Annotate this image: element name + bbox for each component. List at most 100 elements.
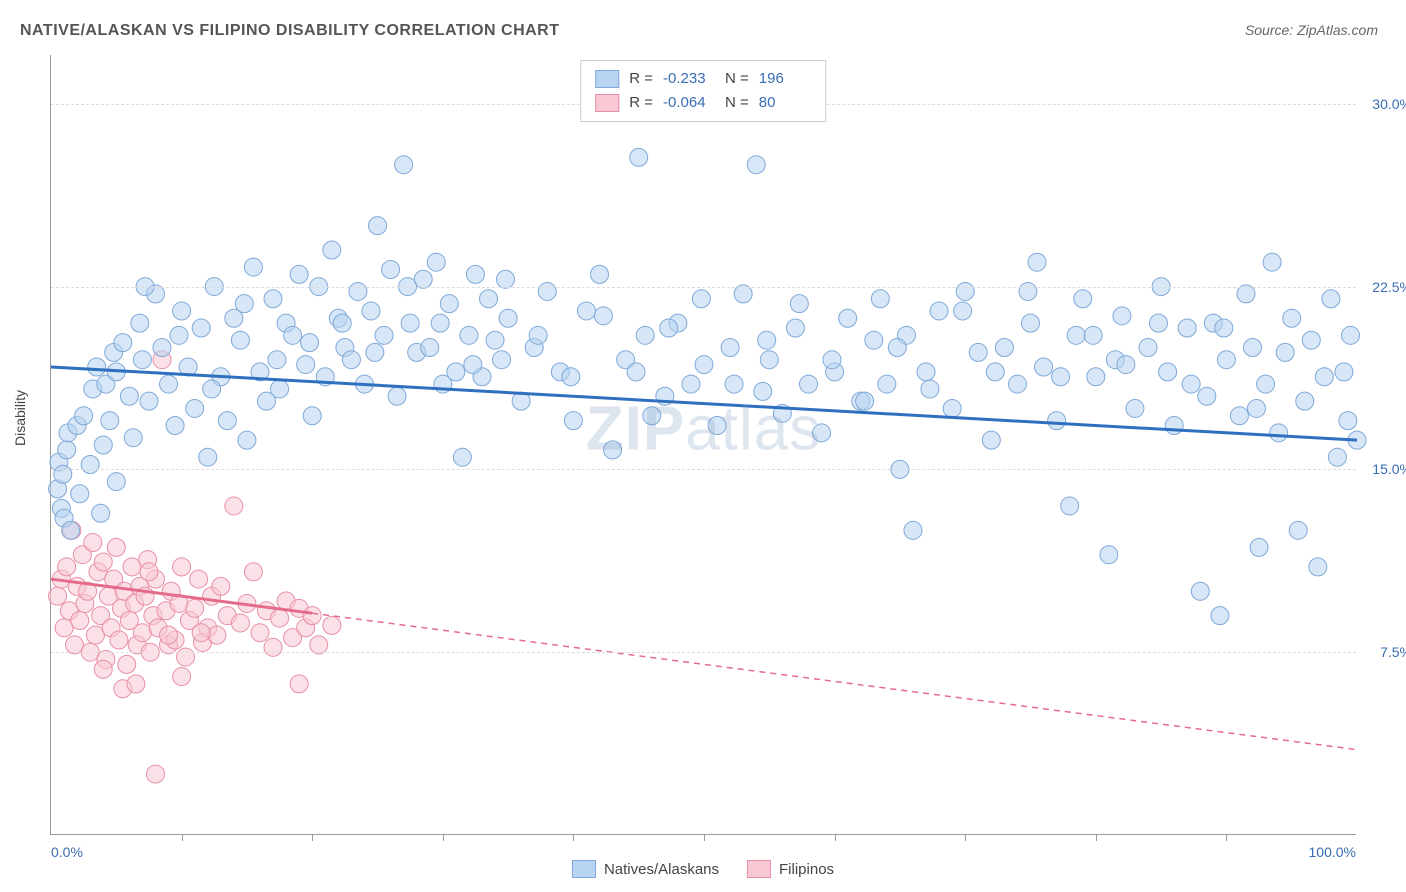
data-point [290,675,308,693]
data-point [1159,363,1177,381]
data-point [71,485,89,503]
data-point [290,265,308,283]
r-value: -0.064 [663,91,715,115]
data-point [303,607,321,625]
gridline [51,469,1356,470]
data-point [1100,546,1118,564]
data-point [1061,497,1079,515]
data-point [177,648,195,666]
data-point [956,282,974,300]
trend-line [312,613,1357,750]
data-point [1052,368,1070,386]
data-point [464,356,482,374]
data-point [251,624,269,642]
data-point [1198,387,1216,405]
gridline [51,287,1356,288]
data-point [1028,253,1046,271]
data-point [1084,326,1102,344]
x-tick [1226,834,1227,841]
data-point [203,380,221,398]
data-point [1035,358,1053,376]
plot-area: ZIPatlas 0.0% 100.0% 7.5%15.0%22.5%30.0% [50,55,1356,835]
data-point [954,302,972,320]
data-point [431,314,449,332]
x-tick [312,834,313,841]
data-point [110,631,128,649]
data-point [591,265,609,283]
data-point [1211,607,1229,625]
data-point [1257,375,1275,393]
data-point [107,473,125,491]
data-point [1276,343,1294,361]
legend-label: Filipinos [779,861,834,878]
correlation-legend: R =-0.233N =196R =-0.064N =80 [580,60,826,122]
r-label: R = [629,67,653,91]
data-point [499,309,517,327]
data-point [146,765,164,783]
data-point [630,148,648,166]
data-point [1067,326,1085,344]
data-point [160,375,178,393]
data-point [871,290,889,308]
data-point [758,331,776,349]
data-point [101,412,119,430]
data-point [62,521,80,539]
data-point [92,504,110,522]
data-point [388,387,406,405]
data-point [1074,290,1092,308]
data-point [362,302,380,320]
source-attribution: Source: ZipAtlas.com [1245,22,1378,38]
data-point [1008,375,1026,393]
data-point [120,387,138,405]
data-point [166,417,184,435]
data-point [192,624,210,642]
data-point [114,334,132,352]
data-point [480,290,498,308]
data-point [173,302,191,320]
y-axis-title: Disability [12,390,28,446]
data-point [170,326,188,344]
data-point [225,497,243,515]
data-point [1263,253,1281,271]
data-point [594,307,612,325]
data-point [529,326,547,344]
data-point [49,587,67,605]
data-point [660,319,678,337]
data-point [131,314,149,332]
x-tick [835,834,836,841]
n-label: N = [725,67,749,91]
data-point [1215,319,1233,337]
y-tick-label: 15.0% [1372,461,1406,477]
data-point [427,253,445,271]
r-value: -0.233 [663,67,715,91]
data-point [708,417,726,435]
data-point [153,339,171,357]
data-point [1328,448,1346,466]
data-point [986,363,1004,381]
data-point [1230,407,1248,425]
legend-item: Natives/Alaskans [572,860,719,878]
data-point [486,331,504,349]
x-axis-min-label: 0.0% [51,844,83,860]
data-point [930,302,948,320]
data-point [212,577,230,595]
data-point [58,558,76,576]
data-point [839,309,857,327]
data-point [297,356,315,374]
data-point [577,302,595,320]
n-label: N = [725,91,749,115]
legend-swatch [595,94,619,112]
chart-title: NATIVE/ALASKAN VS FILIPINO DISABILITY CO… [20,22,560,40]
data-point [401,314,419,332]
data-point [310,636,328,654]
data-point [888,339,906,357]
x-tick [443,834,444,841]
x-tick [182,834,183,841]
data-point [823,351,841,369]
data-point [124,429,142,447]
data-point [466,265,484,283]
n-value: 196 [759,67,811,91]
data-point [1270,424,1288,442]
data-point [636,326,654,344]
data-point [447,363,465,381]
